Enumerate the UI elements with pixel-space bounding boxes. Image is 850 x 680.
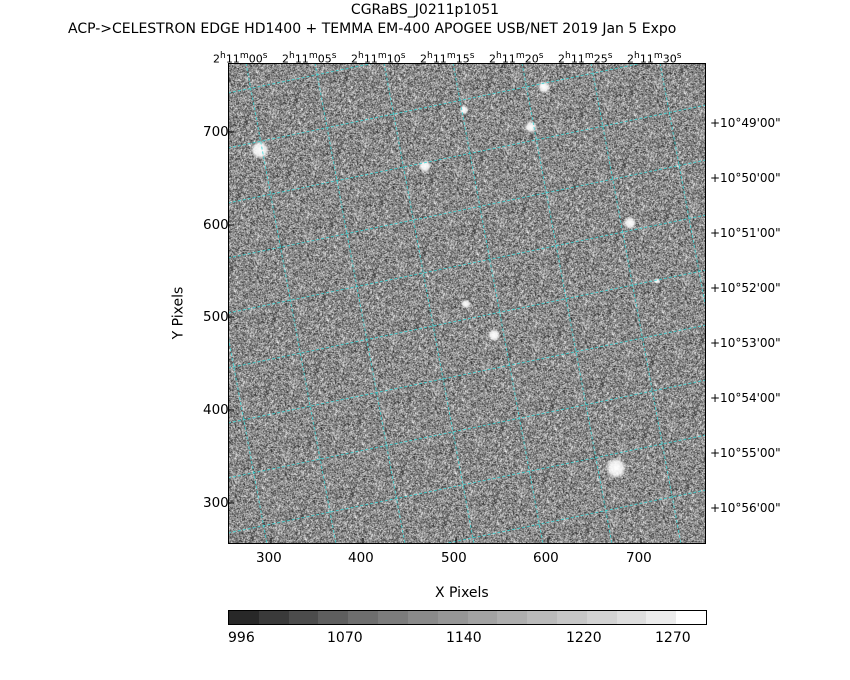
observation-subtitle: ACP->CELESTRON EDGE HD1400 + TEMMA EM-40… (68, 21, 677, 37)
dec-tick-label: +10°52'00" (710, 281, 781, 295)
colorbar (228, 610, 707, 625)
colorbar-label: 1220 (566, 630, 602, 646)
ra-tick-label: 2h11m10s (351, 50, 406, 66)
y-axis-title: Y Pixels (170, 286, 187, 340)
x-axis-title: X Pixels (435, 585, 489, 601)
ra-grid-line (228, 332, 268, 544)
y-tick-label: 500 (203, 309, 229, 325)
dec-grid-line (228, 214, 706, 314)
x-tick-label: 400 (348, 550, 374, 566)
ra-grid-line (314, 63, 406, 544)
dec-grid-line (228, 104, 706, 204)
dec-tick-label: +10°50'00" (710, 171, 781, 185)
colorbar-segment (378, 611, 408, 624)
ra-grid-line (590, 63, 682, 544)
ra-grid-line (452, 63, 544, 544)
colorbar-segment (318, 611, 349, 624)
dec-grid-line (228, 379, 706, 479)
image-title: CGRaBS_J0211p1051 (350, 2, 500, 18)
x-tick-label: 700 (626, 550, 652, 566)
ra-tick-label: 2h11m00s (213, 50, 268, 66)
colorbar-segment (467, 611, 498, 624)
colorbar-segment (437, 611, 468, 624)
dec-grid-line (228, 269, 706, 369)
ra-grid-line (659, 63, 706, 312)
ra-tick-label: 2h11m20s (489, 50, 544, 66)
y-tick-label: 600 (203, 217, 229, 233)
dec-grid-line (228, 63, 646, 149)
colorbar-label: 996 (228, 630, 255, 646)
colorbar-segment (676, 611, 706, 624)
y-tick-label: 300 (203, 495, 229, 511)
colorbar-segment (646, 611, 677, 624)
colorbar-segment (586, 611, 617, 624)
ra-tick-label: 2h11m25s (558, 50, 613, 66)
dec-grid-line (440, 489, 706, 544)
colorbar-segment (527, 611, 557, 624)
sky-image[interactable] (228, 63, 706, 544)
x-tick-label: 300 (256, 550, 282, 566)
colorbar-segment (556, 611, 587, 624)
colorbar-segment (348, 611, 379, 624)
ra-tick-label: 2h11m05s (282, 50, 337, 66)
dec-grid-line (228, 434, 706, 534)
dec-tick-label: +10°53'00" (710, 336, 781, 350)
colorbar-segment (497, 611, 528, 624)
colorbar-label: 1270 (655, 630, 691, 646)
y-tick-label: 400 (203, 402, 229, 418)
colorbar-label: 1070 (327, 630, 363, 646)
dec-tick-label: +10°55'00" (710, 446, 781, 460)
dec-tick-label: +10°51'00" (710, 226, 781, 240)
colorbar-segment (407, 611, 438, 624)
dec-tick-label: +10°56'00" (710, 501, 781, 515)
colorbar-label: 1140 (446, 630, 482, 646)
coordinate-grid-overlay (228, 63, 706, 544)
x-tick-label: 500 (441, 550, 467, 566)
y-tick-label: 700 (203, 124, 229, 140)
colorbar-segment (258, 611, 289, 624)
dec-grid-line (228, 159, 706, 259)
x-tick-label: 600 (533, 550, 559, 566)
colorbar-segment (288, 611, 319, 624)
colorbar-segment (616, 611, 647, 624)
sky-noise-image (228, 63, 706, 544)
ra-tick-label: 2h11m30s (627, 50, 682, 66)
dec-grid-line (228, 63, 377, 94)
colorbar-segment (229, 611, 259, 624)
ra-grid-line (245, 63, 337, 544)
dec-tick-label: +10°54'00" (710, 391, 781, 405)
dec-tick-label: +10°49'00" (710, 116, 781, 130)
dec-grid-line (228, 324, 706, 424)
ra-grid-line (521, 63, 613, 544)
ra-tick-label: 2h11m15s (420, 50, 475, 66)
ra-grid-line (383, 63, 475, 544)
